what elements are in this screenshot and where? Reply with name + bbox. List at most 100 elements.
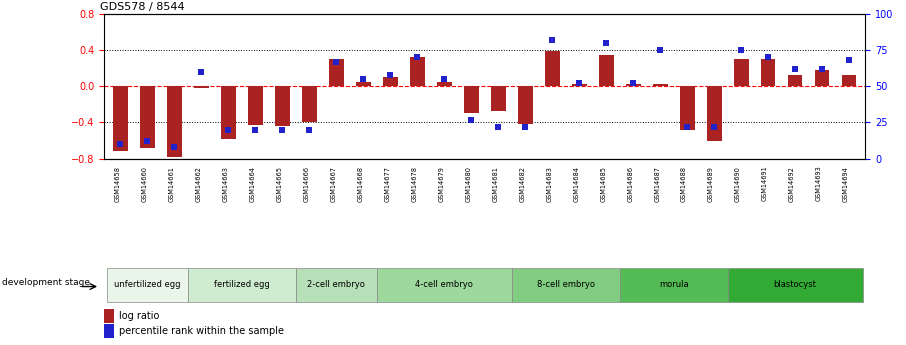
Bar <box>599 55 613 86</box>
Point <box>761 55 776 60</box>
Text: GSM14689: GSM14689 <box>708 166 714 201</box>
Point <box>653 47 668 53</box>
Text: GSM14684: GSM14684 <box>573 166 579 202</box>
Bar <box>410 57 425 86</box>
Bar <box>221 86 236 139</box>
Text: fertilized egg: fertilized egg <box>214 280 270 289</box>
Bar <box>626 83 641 86</box>
Text: GSM14694: GSM14694 <box>843 166 849 201</box>
Bar <box>572 83 586 86</box>
Bar <box>734 59 748 86</box>
Bar <box>464 86 478 114</box>
Text: GSM14666: GSM14666 <box>304 166 309 202</box>
Bar <box>437 82 452 86</box>
Bar <box>302 86 317 122</box>
Point <box>410 55 425 60</box>
Text: 4-cell embryo: 4-cell embryo <box>415 280 473 289</box>
Bar <box>104 309 114 323</box>
Text: GSM14667: GSM14667 <box>331 166 336 202</box>
Point <box>599 40 613 46</box>
Bar <box>728 268 863 302</box>
Text: GSM14681: GSM14681 <box>492 166 498 201</box>
Bar <box>113 86 128 151</box>
Bar <box>491 86 506 111</box>
Text: 2-cell embryo: 2-cell embryo <box>307 280 365 289</box>
Bar <box>248 86 263 125</box>
Text: GSM14680: GSM14680 <box>465 166 471 202</box>
Text: GSM14661: GSM14661 <box>169 166 174 201</box>
Text: GSM14682: GSM14682 <box>519 166 525 202</box>
Point <box>329 59 343 65</box>
Bar <box>517 86 533 124</box>
Bar <box>680 86 695 130</box>
Bar <box>194 86 208 88</box>
Bar <box>814 70 830 86</box>
Bar <box>140 86 155 148</box>
Bar <box>104 324 114 338</box>
Bar <box>652 83 668 86</box>
Bar <box>188 268 295 302</box>
Point <box>518 124 533 130</box>
Point <box>464 117 478 122</box>
Text: development stage: development stage <box>2 278 90 287</box>
Text: blastocyst: blastocyst <box>774 280 816 289</box>
Point <box>814 66 829 72</box>
Bar <box>356 82 371 86</box>
Point <box>788 66 803 72</box>
Text: GSM14690: GSM14690 <box>735 166 741 201</box>
Bar <box>377 268 512 302</box>
Bar <box>329 59 343 86</box>
Text: GSM14663: GSM14663 <box>222 166 228 201</box>
Point <box>680 124 694 130</box>
Bar <box>545 51 560 86</box>
Text: GSM14688: GSM14688 <box>681 166 687 202</box>
Bar <box>761 59 776 86</box>
Point <box>221 127 236 132</box>
Text: GSM14693: GSM14693 <box>816 166 822 201</box>
Bar <box>707 86 721 141</box>
Text: GSM14686: GSM14686 <box>627 166 633 202</box>
Text: GSM14685: GSM14685 <box>600 166 606 202</box>
Bar <box>512 268 620 302</box>
Text: GSM14678: GSM14678 <box>411 166 418 202</box>
Point <box>707 124 721 130</box>
Text: GSM14683: GSM14683 <box>546 166 552 201</box>
Point <box>842 57 856 63</box>
Point <box>302 127 316 132</box>
Text: unfertilized egg: unfertilized egg <box>114 280 180 289</box>
Point <box>113 141 128 147</box>
Text: GSM14658: GSM14658 <box>114 166 120 202</box>
Bar <box>787 75 803 86</box>
Bar <box>275 86 290 126</box>
Text: GSM14665: GSM14665 <box>276 166 283 202</box>
Text: GSM14691: GSM14691 <box>762 166 768 201</box>
Point <box>248 127 263 132</box>
Bar <box>295 268 377 302</box>
Text: GSM14664: GSM14664 <box>249 166 255 202</box>
Point <box>383 72 398 77</box>
Text: GSM14677: GSM14677 <box>384 166 390 202</box>
Text: log ratio: log ratio <box>119 311 159 321</box>
Text: GSM14687: GSM14687 <box>654 166 660 202</box>
Point <box>545 37 559 43</box>
Point <box>572 81 586 86</box>
Text: GDS578 / 8544: GDS578 / 8544 <box>101 2 185 12</box>
Point <box>734 47 748 53</box>
Point <box>491 124 506 130</box>
Bar <box>383 77 398 86</box>
Text: 8-cell embryo: 8-cell embryo <box>536 280 594 289</box>
Point <box>626 81 641 86</box>
Point <box>194 69 208 75</box>
Bar <box>167 86 182 157</box>
Text: GSM14679: GSM14679 <box>439 166 444 201</box>
Point <box>140 139 155 144</box>
Bar <box>842 75 856 86</box>
Text: percentile rank within the sample: percentile rank within the sample <box>119 326 284 336</box>
Bar <box>107 268 188 302</box>
Text: GSM14668: GSM14668 <box>357 166 363 202</box>
Text: GSM14660: GSM14660 <box>141 166 148 202</box>
Point <box>275 127 290 132</box>
Point <box>437 76 451 82</box>
Text: GSM14692: GSM14692 <box>789 166 795 201</box>
Bar <box>620 268 728 302</box>
